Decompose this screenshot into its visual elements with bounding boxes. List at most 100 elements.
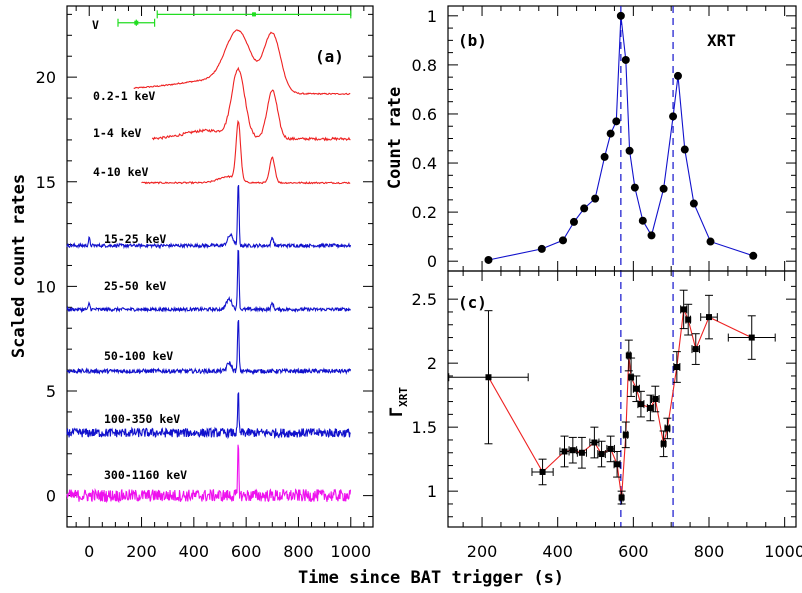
count-rate-point — [706, 237, 715, 246]
panel-a: 0 200 400 600 800 1000 0 5 10 15 20 0.2-1 keV 1-4 k… — [9, 5, 374, 561]
panel-a-y-axis-label: Scaled count rates — [9, 174, 29, 358]
series-line-0-2-1-keV — [133, 29, 351, 96]
series-line-15-25-keV — [66, 184, 352, 250]
gamma-symbol: Γ — [387, 407, 407, 417]
panel-c-x-tick-label: 200 — [467, 542, 498, 561]
panel-a-x-tick-label: 600 — [231, 542, 262, 561]
panel-a-x-tick-label: 1000 — [330, 542, 371, 561]
count-rate-point — [600, 152, 609, 161]
v-band-point — [134, 20, 139, 25]
photon-index-point — [539, 468, 546, 475]
photon-index-point — [692, 346, 699, 353]
series-label: 300-1160 keV — [104, 468, 187, 482]
panel-b-y-tick-label: 0.6 — [412, 105, 437, 124]
series-label: 4-10 keV — [93, 165, 148, 179]
v-band-label: V — [92, 18, 99, 32]
panel-c-y-tick-label: 1 — [427, 482, 437, 501]
panel-a-x-tick-label: 200 — [126, 542, 157, 561]
panel-c-x-tick-label: 1000 — [764, 542, 802, 561]
panel-a-y-tick-label: 20 — [36, 68, 56, 87]
series-line-1-4-keV — [151, 66, 351, 142]
panel-b-y-tick-label: 0.2 — [412, 203, 437, 222]
count-rate-point — [638, 216, 647, 225]
series-label: 1-4 keV — [93, 126, 142, 140]
photon-index-point — [618, 494, 625, 501]
count-rate-point — [484, 255, 493, 264]
series-label: 50-100 keV — [104, 349, 173, 363]
panel-c-x-tick-label: 600 — [618, 542, 649, 561]
photon-index-point — [706, 314, 712, 321]
panel-c-label: (c) — [458, 293, 487, 312]
count-rate-line — [488, 15, 754, 261]
panel-c-x-tick-label: 800 — [694, 542, 725, 561]
panel-b: 0 0.2 0.4 0.6 0.8 1 (b) XRT Count rate — [385, 5, 797, 527]
count-rate-point — [612, 117, 621, 126]
photon-index-point — [685, 316, 692, 323]
panel-c-y-tick-label: 2.5 — [412, 290, 437, 309]
series-label: 15-25 keV — [104, 232, 166, 246]
panel-c-y-tick-label: 2 — [427, 354, 437, 373]
photon-index-point — [628, 374, 635, 381]
panel-c-frame — [447, 270, 797, 528]
photon-index-point — [569, 447, 576, 454]
photon-index-point — [622, 431, 629, 438]
count-rate-point — [669, 112, 678, 121]
photon-index-point — [591, 439, 598, 446]
panel-b-frame — [447, 5, 797, 272]
panel-b-y-tick-label: 0 — [427, 252, 437, 271]
photon-index-point — [578, 449, 585, 456]
count-rate-point — [591, 194, 600, 203]
series-line-300-1160-keV — [66, 444, 352, 504]
photon-index-point — [673, 364, 680, 370]
panel-c: 1 1.5 2 2.5 200 400 600 800 1000 (c) ΓXRT — [387, 270, 802, 561]
series-line-100-350-keV — [66, 392, 351, 440]
x-axis-label: Time since BAT trigger (s) — [298, 568, 564, 588]
panel-b-label: (b) — [458, 31, 487, 50]
photon-index-point — [485, 374, 492, 381]
photon-index-point — [607, 445, 614, 452]
gamma-subscript: XRT — [397, 387, 410, 407]
photon-index-point — [598, 451, 605, 458]
count-rate-point — [625, 146, 634, 155]
count-rate-point — [621, 55, 630, 64]
photon-index-point — [614, 461, 621, 468]
panel-a-label: (a) — [315, 47, 344, 66]
photon-index-point — [625, 352, 632, 359]
series-line-4-10-keV — [141, 119, 351, 185]
panel-a-x-tick-label: 0 — [84, 542, 94, 561]
photon-index-point — [748, 334, 755, 341]
count-rate-point — [558, 236, 567, 245]
count-rate-point — [580, 204, 589, 213]
count-rate-point — [647, 231, 656, 240]
count-rate-point — [537, 244, 546, 253]
panel-b-y-tick-label: 1 — [427, 7, 437, 26]
count-rate-point — [606, 129, 615, 138]
panel-c-x-tick-label: 400 — [542, 542, 573, 561]
series-line-25-50-keV — [66, 249, 351, 314]
photon-index-point — [633, 385, 640, 392]
panel-c-y-tick-label: 1.5 — [412, 418, 437, 437]
panel-b-y-tick-label: 0.4 — [412, 154, 437, 173]
count-rate-point — [569, 217, 578, 226]
panel-a-y-tick-label: 5 — [46, 382, 56, 401]
photon-index-point — [637, 401, 644, 408]
photon-index-point — [561, 448, 568, 455]
count-rate-point — [749, 251, 758, 260]
v-band-points — [117, 10, 352, 27]
series-label: 100-350 keV — [104, 412, 180, 426]
photon-index-point — [680, 306, 687, 313]
panel-b-y-axis-label: Count rate — [385, 87, 405, 189]
panel-b-y-tick-label: 0.8 — [412, 56, 437, 75]
count-rate-point — [616, 11, 625, 20]
count-rate-point — [673, 71, 682, 80]
panel-c-y-axis-label: ΓXRT — [387, 387, 410, 417]
panel-a-y-tick-label: 0 — [46, 487, 56, 506]
xrt-title: XRT — [707, 31, 736, 50]
panel-a-x-tick-label: 800 — [283, 542, 314, 561]
panel-a-frame — [66, 5, 374, 528]
count-rate-point — [689, 199, 698, 208]
photon-index-point — [664, 425, 671, 432]
series-line-50-100-keV — [66, 319, 352, 376]
series-label: 25-50 keV — [104, 279, 166, 293]
